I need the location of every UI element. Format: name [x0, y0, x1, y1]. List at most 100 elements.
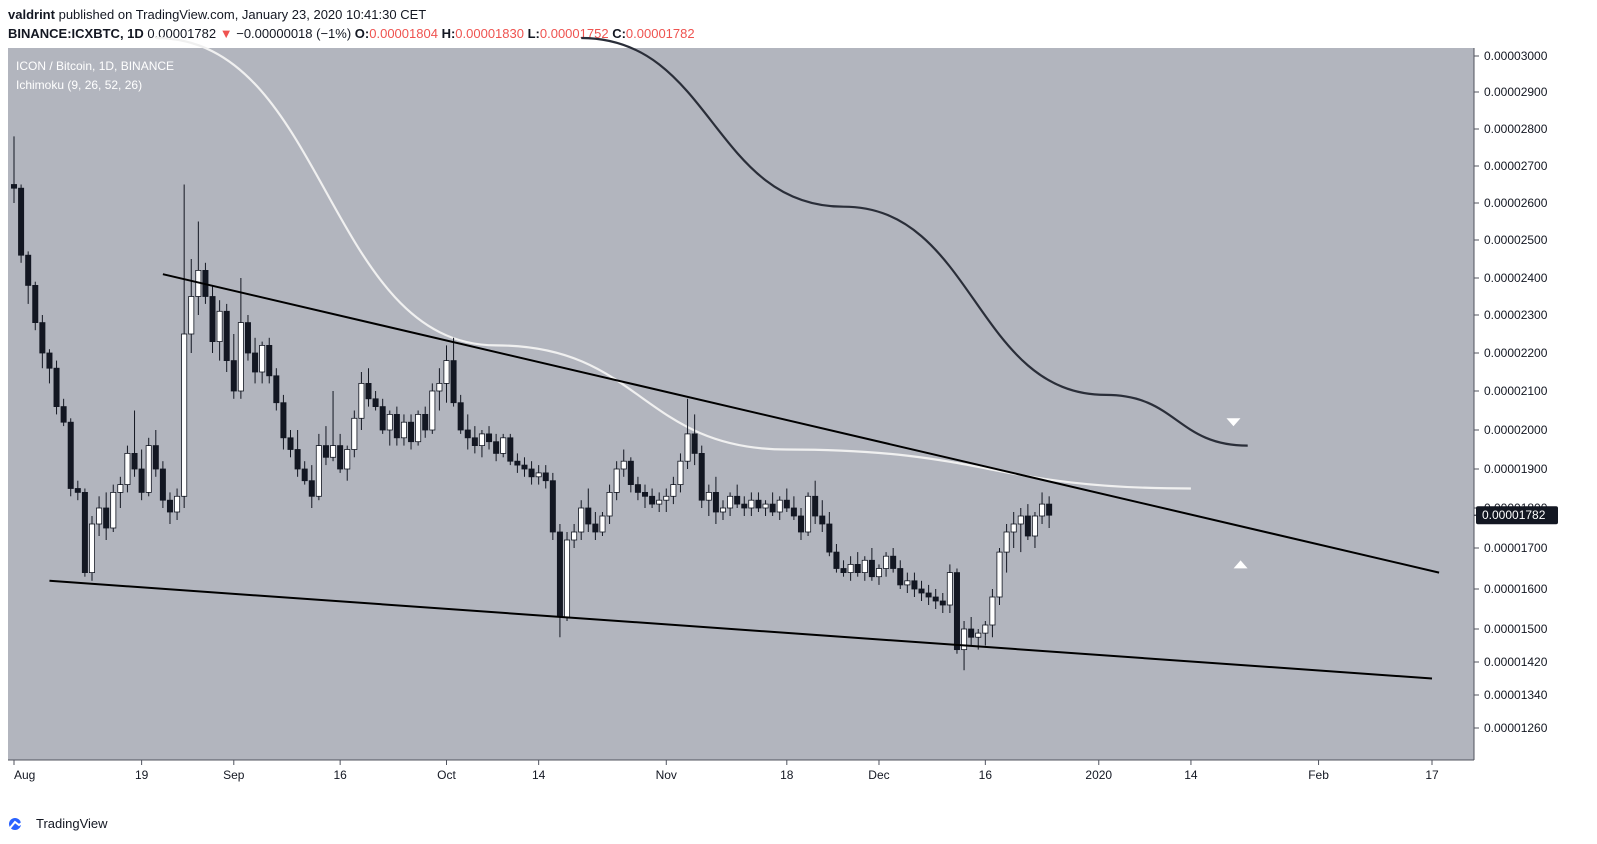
candle [840, 568, 847, 573]
candle [457, 402, 464, 431]
moving-average-line [155, 36, 1191, 490]
publisher-name[interactable]: valdrint [8, 7, 55, 22]
candle [642, 491, 649, 497]
brand-name: TradingView [36, 816, 108, 831]
candle [599, 515, 606, 533]
candle [613, 468, 620, 493]
candle [521, 464, 528, 470]
candle [365, 382, 372, 400]
open-label: O: [354, 26, 370, 41]
candle [556, 531, 563, 618]
candle [875, 568, 882, 578]
candle [280, 402, 287, 439]
candle [698, 452, 705, 501]
candle [358, 382, 365, 419]
candle [159, 468, 166, 501]
candle [131, 452, 138, 470]
moving-average-line [581, 36, 1248, 447]
candle [337, 445, 344, 470]
time-tick-label: Aug [14, 768, 35, 782]
candle [344, 449, 351, 470]
price-tick-label: 0.00002100 [1484, 384, 1548, 398]
candle [478, 433, 485, 446]
candle [422, 413, 429, 431]
candle [1010, 523, 1017, 533]
candle [606, 491, 613, 517]
candle [230, 360, 237, 392]
time-tick-label: Sep [223, 768, 245, 782]
candle [783, 499, 790, 509]
close-value: 0.00001782 [625, 26, 695, 41]
candle [244, 322, 251, 354]
candle [819, 515, 826, 525]
candle [1017, 515, 1024, 525]
tradingview-logo-icon [9, 817, 29, 830]
candle [890, 555, 897, 569]
price-axis-ticks: 0.00003000 0.00002900 0.00002800 0.00002700… [1474, 49, 1548, 735]
candle [393, 413, 400, 439]
time-tick-label: 16 [979, 768, 993, 782]
candle [670, 484, 677, 497]
candle [493, 441, 500, 454]
candle [1031, 515, 1038, 537]
candle [372, 398, 379, 407]
trendlines [49, 273, 1440, 680]
candle [25, 254, 32, 286]
candle [918, 588, 925, 594]
time-tick-label: Feb [1308, 768, 1329, 782]
candle [982, 624, 989, 634]
candle [854, 564, 861, 574]
symbol-label[interactable]: BINANCE:ICXBTC, 1D [8, 26, 144, 41]
chart-title: ICON / Bitcoin, 1D, BINANCE [16, 59, 174, 73]
price-tick-label: 0.00001600 [1484, 582, 1548, 596]
plot-area[interactable] [8, 48, 1474, 760]
high-value: 0.00001830 [455, 26, 524, 41]
candle [734, 495, 741, 505]
candle [315, 445, 322, 497]
footer-brand[interactable]: TradingView [8, 816, 108, 831]
candle [386, 413, 393, 431]
candle [32, 284, 39, 323]
candle [18, 187, 25, 256]
candle [705, 491, 712, 501]
candle [1024, 515, 1031, 537]
price-tag-box [1476, 506, 1558, 525]
price-tick-label: 0.00002800 [1484, 122, 1548, 136]
candle [67, 421, 74, 489]
price-axis[interactable] [1474, 48, 1566, 760]
candle [88, 523, 95, 573]
candle [677, 460, 684, 486]
candle [868, 559, 875, 578]
candle [351, 417, 358, 450]
candle [712, 491, 719, 513]
candle [684, 433, 691, 462]
candle [46, 352, 53, 369]
price-tick-label: 0.00001260 [1484, 721, 1548, 735]
candle [124, 452, 131, 485]
candle [542, 472, 549, 482]
candle [96, 507, 103, 525]
candle [571, 531, 578, 541]
candle [720, 507, 727, 513]
candle [549, 480, 556, 533]
time-tick-label: 2020 [1085, 768, 1112, 782]
candle [741, 503, 748, 509]
candle [216, 310, 223, 342]
candle [939, 600, 946, 606]
publish-info: valdrint published on TradingView.com, J… [8, 7, 426, 22]
candle [932, 596, 939, 602]
time-tick-label: Dec [868, 768, 889, 782]
candle [727, 495, 734, 509]
time-axis[interactable] [8, 760, 1474, 788]
candle [861, 559, 868, 573]
up-triangle-marker [1233, 560, 1248, 569]
candle [379, 406, 386, 431]
candle [776, 499, 783, 513]
candle [656, 499, 663, 505]
indicator-label: Ichimoku (9, 26, 52, 26) [16, 78, 142, 92]
candle [578, 507, 585, 533]
candle [301, 468, 308, 482]
candle [166, 499, 173, 513]
close-label: C: [612, 26, 626, 41]
